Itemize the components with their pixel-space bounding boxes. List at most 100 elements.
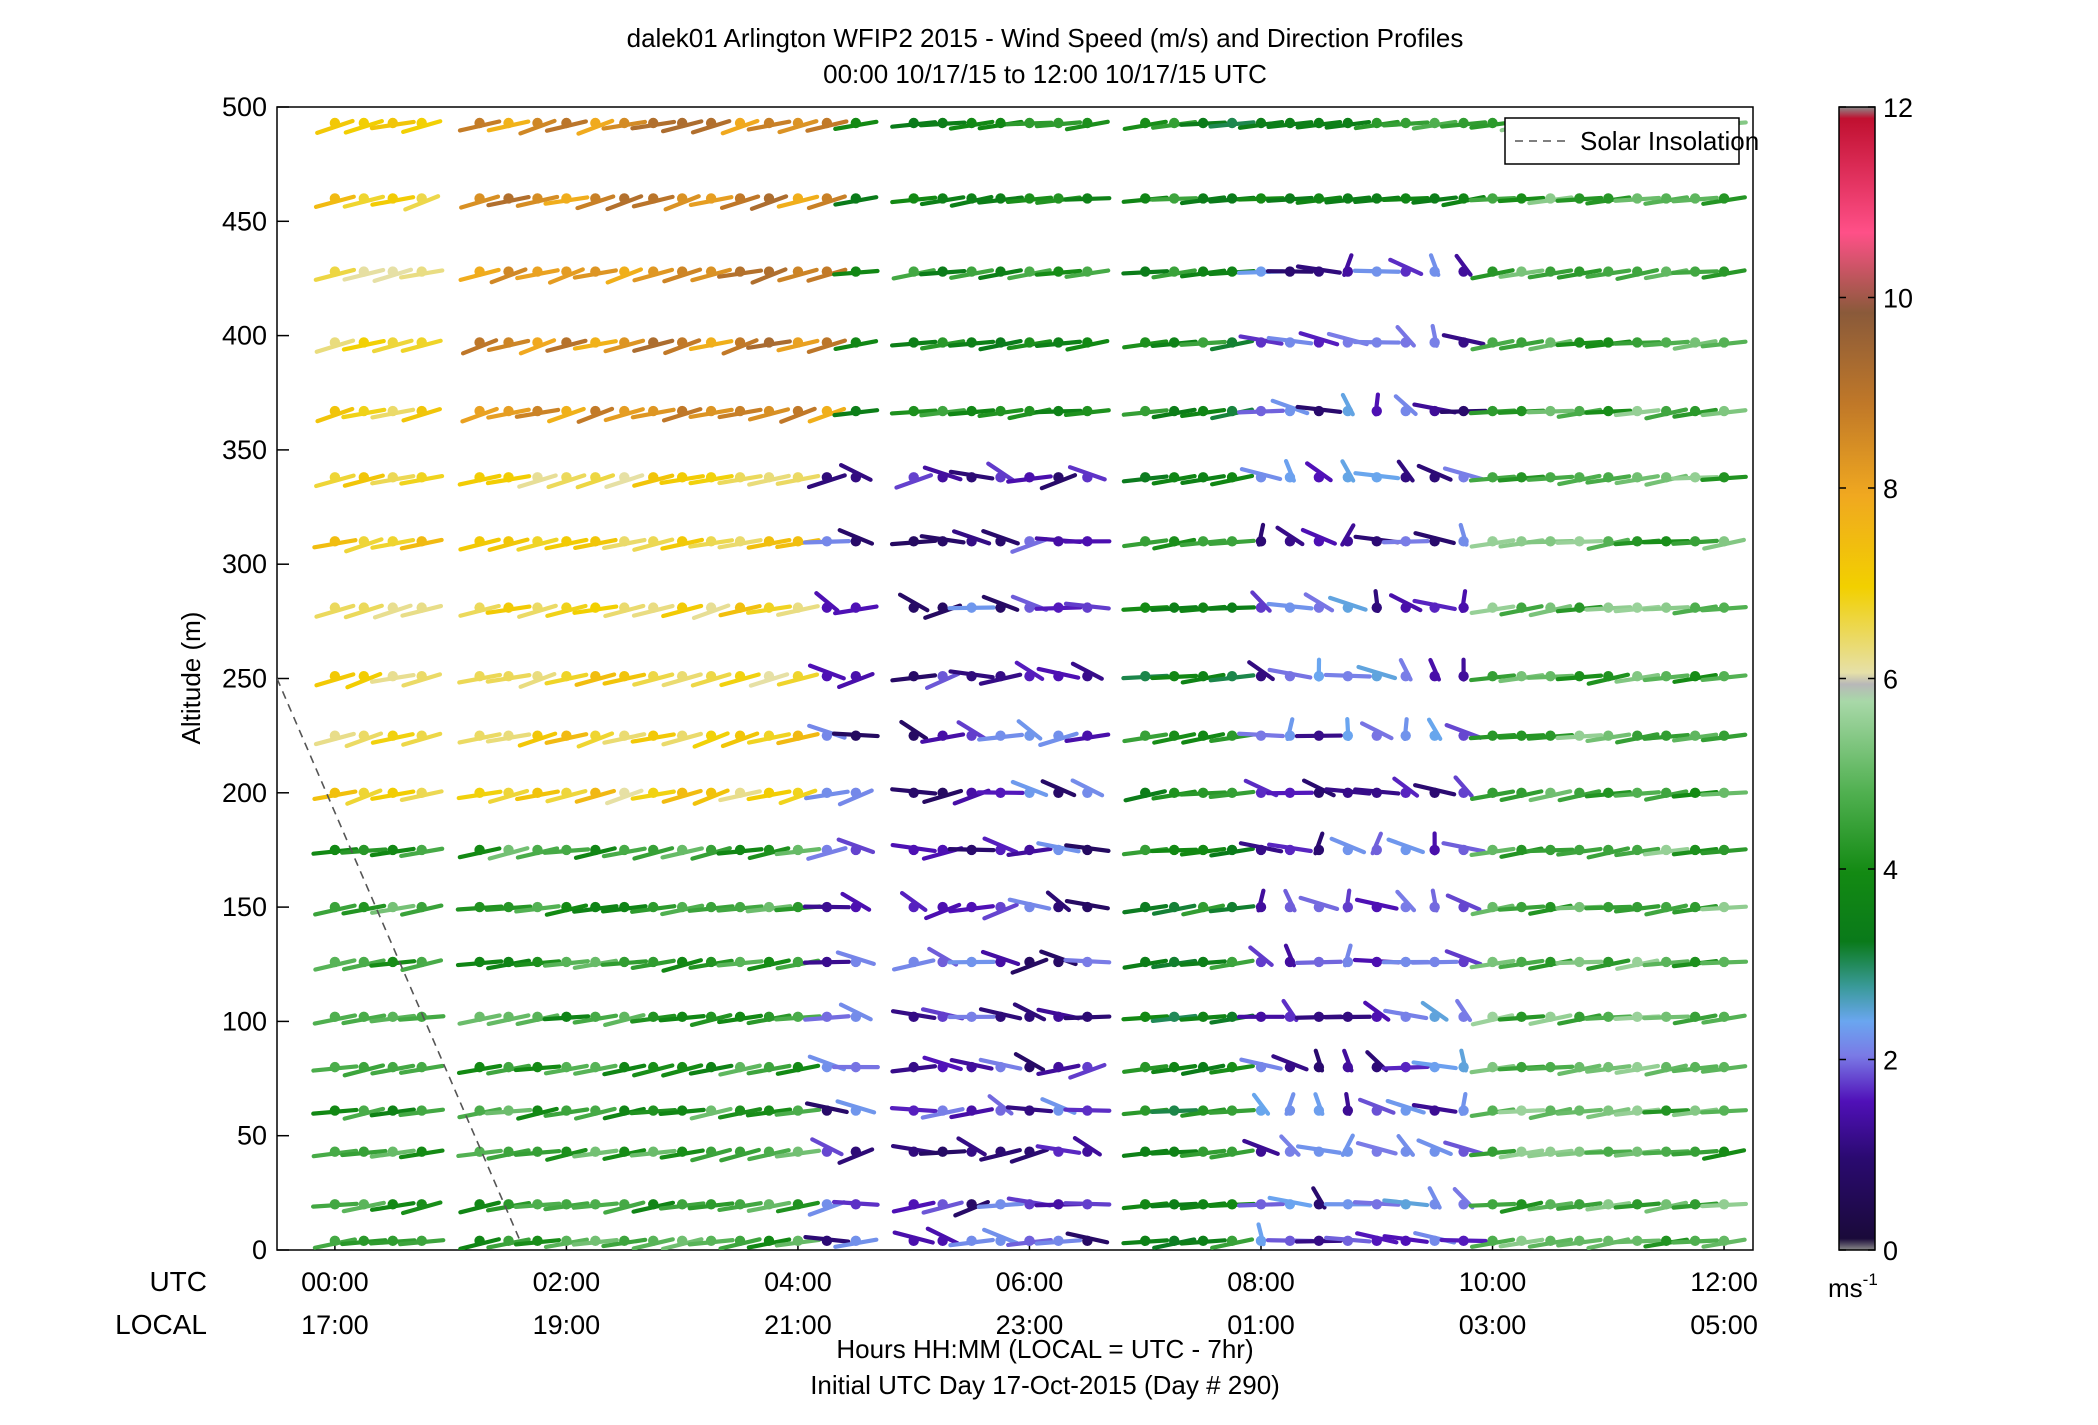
wind-barb-dot: [1082, 671, 1093, 682]
wind-barb-dot: [995, 844, 1006, 856]
wind-barb: [1388, 257, 1424, 277]
wind-barb: [978, 337, 1023, 352]
x-tick-label-utc: 12:00: [1690, 1267, 1758, 1297]
wind-barb-dot: [908, 536, 919, 547]
wind-barb: [1150, 1199, 1199, 1210]
wind-barb-dot: [1574, 193, 1585, 204]
wind-barb: [1526, 1061, 1575, 1073]
wind-barb: [369, 117, 416, 131]
wind-barb-dot: [937, 337, 948, 348]
wind-barb-dot: [1053, 1235, 1064, 1247]
wind-barb-dot: [590, 472, 601, 483]
wind-barb-dot: [1632, 1235, 1643, 1247]
wind-barb: [835, 950, 876, 968]
wind-barb-dot: [1689, 787, 1701, 798]
wind-barb-dot: [561, 730, 572, 741]
wind-barb: [1469, 536, 1516, 549]
wind-barb: [1324, 1235, 1372, 1247]
wind-barb-dot: [995, 1235, 1006, 1247]
wind-barb: [1180, 405, 1227, 419]
wind-barb-dot: [1024, 787, 1035, 798]
wind-barb: [719, 1146, 761, 1163]
wind-barb-dot: [1255, 193, 1267, 204]
solar-insolation-line: [277, 678, 521, 1242]
wind-barb-dot: [329, 1199, 341, 1210]
wind-barb-dot: [503, 1235, 514, 1247]
wind-barb: [1122, 536, 1169, 549]
wind-barb: [486, 405, 531, 420]
wind-barb: [543, 1105, 590, 1118]
wind-barb: [1584, 405, 1633, 417]
wind-barb: [370, 1061, 416, 1076]
wind-barb: [1238, 334, 1284, 348]
wind-barb-dot: [1718, 602, 1730, 613]
wind-barb-dot: [1660, 602, 1672, 613]
wind-barb-dot: [1574, 536, 1585, 547]
x-tick-label-utc: 02:00: [533, 1267, 601, 1297]
wind-barb: [1445, 893, 1482, 913]
wind-barb: [1065, 337, 1110, 352]
wind-barb-dot: [1718, 1105, 1730, 1116]
colorbar-unit-base: ms: [1828, 1273, 1863, 1303]
wind-barb-dot: [1284, 1235, 1296, 1247]
wind-barb-dot: [532, 671, 543, 682]
colorbar-tick-label: 8: [1883, 474, 1898, 504]
wind-barb-dot: [619, 1199, 630, 1210]
wind-barb: [1614, 472, 1660, 486]
wind-barb-dot: [676, 266, 688, 277]
wind-barb-dot: [474, 730, 485, 741]
wind-barb-dot: [503, 956, 514, 968]
wind-barb-dot: [1458, 472, 1469, 483]
wind-barb: [947, 337, 996, 348]
wind-barb: [1700, 844, 1748, 856]
wind-barb: [890, 193, 938, 205]
wind-barb: [344, 730, 384, 749]
wind-barb-dot: [474, 1235, 485, 1247]
wind-barb-dot: [1313, 1061, 1325, 1073]
wind-barb-shaft: [1305, 461, 1333, 483]
wind-barb-dot: [1400, 787, 1411, 798]
x-axis-label-day: Initial UTC Day 17-Oct-2015 (Day # 290): [810, 1370, 1280, 1400]
wind-barb: [838, 462, 873, 483]
wind-barb-dot: [734, 1105, 746, 1116]
wind-barb: [1671, 730, 1719, 743]
wind-barb: [1555, 730, 1604, 741]
wind-barb: [340, 1146, 388, 1158]
wind-barb-dot: [416, 1235, 427, 1247]
wind-barb-dot: [416, 337, 427, 348]
wind-barb: [1151, 472, 1197, 486]
wind-barb: [889, 337, 938, 348]
wind-barb: [455, 956, 504, 968]
wind-barb-dot: [995, 1011, 1006, 1023]
wind-barb-dot: [387, 1105, 398, 1116]
wind-barb: [1208, 602, 1257, 613]
wind-barb: [981, 594, 1020, 613]
wind-barb: [398, 1235, 446, 1247]
wind-barb-dot: [1718, 844, 1730, 856]
wind-barb-dot: [648, 536, 659, 547]
wind-barb-dot: [532, 1105, 543, 1116]
wind-barb: [779, 405, 817, 424]
wind-barb: [833, 602, 879, 616]
wind-barb: [690, 844, 732, 861]
wind-barb: [1613, 337, 1662, 348]
wind-barb: [370, 730, 415, 745]
wind-barb-dot: [1082, 405, 1093, 417]
wind-barb: [1283, 888, 1297, 913]
wind-barb-dot: [1689, 1105, 1701, 1116]
wind-barb: [571, 1199, 619, 1210]
wind-barb-dot: [648, 1199, 659, 1210]
wind-barb-dot: [1342, 956, 1354, 968]
wind-barb: [1305, 461, 1333, 483]
wind-barb: [835, 1099, 877, 1116]
wind-barb: [573, 844, 617, 860]
wind-barb-dot: [821, 671, 833, 682]
wind-barb-dot: [1168, 405, 1180, 417]
wind-barb-dot: [966, 405, 977, 417]
wind-barb: [776, 671, 820, 687]
wind-barb: [601, 117, 648, 131]
wind-barb-dot: [1024, 337, 1035, 348]
wind-barb-dot: [1516, 472, 1527, 483]
wind-barb: [692, 787, 730, 806]
wind-barb-dot: [966, 193, 977, 204]
